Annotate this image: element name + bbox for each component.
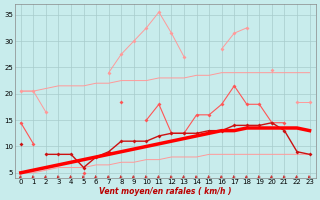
X-axis label: Vent moyen/en rafales ( km/h ): Vent moyen/en rafales ( km/h ) xyxy=(99,187,231,196)
